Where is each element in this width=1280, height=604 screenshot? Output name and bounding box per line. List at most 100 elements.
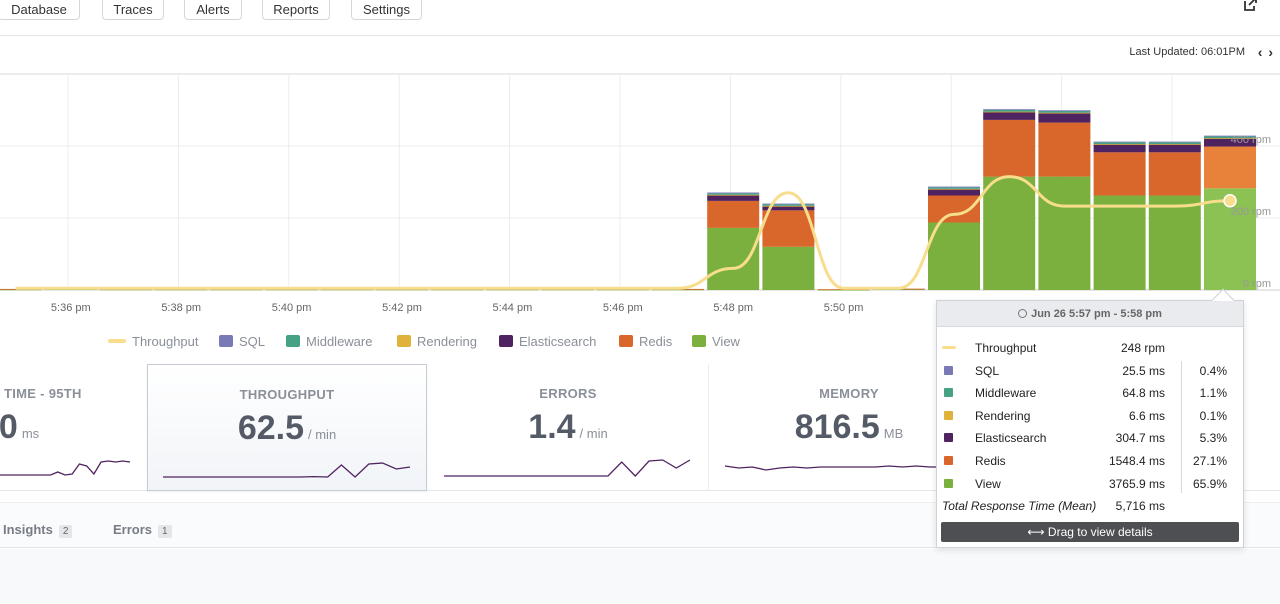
tooltip-row-name: Throughput bbox=[975, 341, 1037, 355]
bar-segment-rendering bbox=[1148, 144, 1201, 145]
legend-swatch bbox=[692, 335, 706, 347]
share-icon[interactable] bbox=[1242, 0, 1258, 12]
performance-chart[interactable]: 5:36 pm 5:38 pm 5:40 pm 5:42 pm 5:44 pm 5:46 … bbox=[0, 70, 1280, 320]
bar-segment-rendering bbox=[928, 188, 980, 190]
legend-label: View bbox=[712, 333, 740, 349]
prev-period-button[interactable]: ‹ bbox=[1257, 44, 1264, 60]
tooltip-swatch bbox=[944, 456, 953, 465]
bar-segment-sql bbox=[762, 203, 815, 205]
y-tick-label: 200 rpm bbox=[1231, 206, 1271, 218]
chart-tooltip: Jun 26 5:57 pm - 5:58 pm Throughput 248 r… bbox=[936, 288, 1244, 548]
legend-label: Rendering bbox=[417, 333, 477, 349]
legend-label: Redis bbox=[639, 333, 673, 349]
tooltip-row-value: 248 rpm bbox=[1120, 341, 1165, 355]
metric-value: 90ms bbox=[0, 408, 147, 447]
bar-segment-view bbox=[541, 289, 594, 291]
nav-tab-database[interactable]: Database bbox=[0, 0, 80, 20]
legend-swatch bbox=[286, 335, 300, 347]
bar-segment-middleware bbox=[1038, 110, 1091, 113]
tooltip-row-percent: 5.3% bbox=[1199, 431, 1227, 446]
tab-label: Insights bbox=[3, 522, 53, 537]
next-period-button[interactable]: › bbox=[1268, 44, 1274, 60]
tab-insights[interactable]: Insights 2 bbox=[3, 522, 73, 538]
legend-item-redis[interactable]: Redis bbox=[619, 332, 672, 350]
legend-swatch bbox=[397, 335, 411, 347]
bar-segment-elasticsearch bbox=[707, 194, 760, 201]
last-updated: Last Updated: 06:01PM bbox=[1129, 46, 1245, 58]
bar-segment-redis bbox=[928, 195, 980, 223]
tooltip-row-sql: SQL 25.5 ms 0.4% bbox=[937, 361, 1243, 383]
tooltip-row-name: View bbox=[975, 476, 1001, 491]
metric-errors[interactable]: ERRORS 1.4/ min bbox=[428, 364, 708, 491]
legend-item-middleware[interactable]: Middleware bbox=[286, 332, 372, 350]
metric-memory[interactable]: MEMORY 816.5 MB bbox=[709, 364, 989, 491]
legend-item-sql[interactable]: SQL bbox=[219, 332, 265, 350]
metric-title: MEMORY bbox=[819, 386, 879, 401]
tooltip-swatch bbox=[944, 388, 953, 398]
tooltip-title: Jun 26 5:57 pm - 5:58 pm bbox=[1031, 307, 1162, 320]
legend-item-view[interactable]: View bbox=[692, 332, 740, 350]
x-tick-label: 5:40 pm bbox=[272, 302, 312, 314]
chart-bars bbox=[0, 109, 1256, 291]
nav-tab-alerts[interactable]: Alerts bbox=[184, 0, 242, 20]
tooltip-swatch bbox=[942, 346, 956, 349]
tooltip-separator bbox=[1181, 361, 1182, 493]
bar-segment-view bbox=[596, 289, 649, 291]
tab-count-badge: 2 bbox=[58, 525, 73, 538]
bar-segment-redis bbox=[762, 210, 815, 247]
tooltip-row-name: Redis bbox=[975, 454, 1006, 468]
legend-item-rendering[interactable]: Rendering bbox=[397, 332, 477, 350]
metric-response-time[interactable]: TIME - 95TH 90ms bbox=[0, 364, 147, 491]
y-tick-label: 0 rpm bbox=[1243, 278, 1271, 290]
metric-unit: / min bbox=[308, 427, 337, 442]
x-axis-ticks: 5:36 pm 5:38 pm 5:40 pm 5:42 pm 5:44 pm 5:46 … bbox=[51, 302, 864, 314]
metric-value-number: 62.5 bbox=[237, 409, 304, 447]
y-tick-label: 400 rpm bbox=[1231, 134, 1271, 146]
metric-divider bbox=[708, 364, 709, 491]
legend-swatch bbox=[108, 339, 126, 343]
nav-tab-settings[interactable]: Settings bbox=[351, 0, 422, 20]
bar-segment-middleware bbox=[1093, 142, 1146, 145]
drag-details-button[interactable]: ⟷ Drag to view details bbox=[941, 522, 1239, 542]
tooltip-header: Jun 26 5:57 pm - 5:58 pm bbox=[937, 301, 1243, 327]
tab-errors[interactable]: Errors 1 bbox=[113, 522, 172, 538]
bar-segment-middleware bbox=[928, 187, 980, 189]
tooltip-row-value: 1548.4 ms bbox=[1108, 454, 1165, 468]
metric-throughput[interactable]: THROUGHPUT 62.5 / min bbox=[147, 364, 427, 491]
legend-item-throughput[interactable]: Throughput bbox=[108, 332, 199, 350]
tooltip-row-value: 6.6 ms bbox=[1128, 408, 1165, 423]
metrics-row: TIME - 95TH 90ms THROUGHPUT 62.5 / min ER… bbox=[0, 364, 1280, 491]
bar-segment-redis bbox=[983, 119, 1036, 177]
tooltip-row-name: Elasticsearch bbox=[975, 431, 1047, 446]
bar-segment-elasticsearch bbox=[928, 189, 980, 196]
bar-segment-view bbox=[320, 289, 373, 291]
metric-value-number: 816.5 bbox=[794, 408, 880, 446]
bar-segment-rendering bbox=[1038, 112, 1091, 114]
bar-segment-rendering bbox=[762, 205, 815, 207]
legend-label: Elasticsearch bbox=[519, 333, 597, 349]
bar-segment-view bbox=[707, 227, 760, 290]
bar-segment-elasticsearch bbox=[1038, 112, 1091, 123]
legend-item-elasticsearch[interactable]: Elasticsearch bbox=[499, 332, 596, 350]
content-area bbox=[0, 549, 1280, 604]
bar-segment-rendering bbox=[983, 111, 1036, 113]
tab-count-badge: 1 bbox=[158, 525, 172, 538]
bar-segment-sql bbox=[928, 186, 980, 188]
x-tick-label: 5:44 pm bbox=[493, 302, 533, 314]
legend-swatch bbox=[219, 335, 233, 347]
metric-value: 62.5 / min bbox=[148, 409, 426, 448]
bar-segment-middleware bbox=[1204, 136, 1256, 139]
tooltip-row-middleware: Middleware 64.8 ms 1.1% bbox=[937, 383, 1243, 405]
bar-segment-redis bbox=[1148, 152, 1201, 196]
metric-title: TIME - 95TH bbox=[4, 386, 82, 401]
legend-swatch bbox=[619, 335, 633, 347]
bar-segment-elasticsearch bbox=[762, 206, 815, 211]
legend-swatch bbox=[499, 335, 513, 347]
bar-segment-rendering bbox=[1093, 144, 1146, 145]
bar-segment-sql bbox=[1093, 141, 1146, 143]
tooltip-total-value: 5,716 ms bbox=[1115, 499, 1165, 513]
bar-segment-elasticsearch bbox=[1204, 138, 1256, 147]
nav-tab-traces[interactable]: Traces bbox=[102, 0, 164, 20]
bar-segment-elasticsearch bbox=[1093, 144, 1146, 153]
nav-tab-reports[interactable]: Reports bbox=[262, 0, 330, 20]
